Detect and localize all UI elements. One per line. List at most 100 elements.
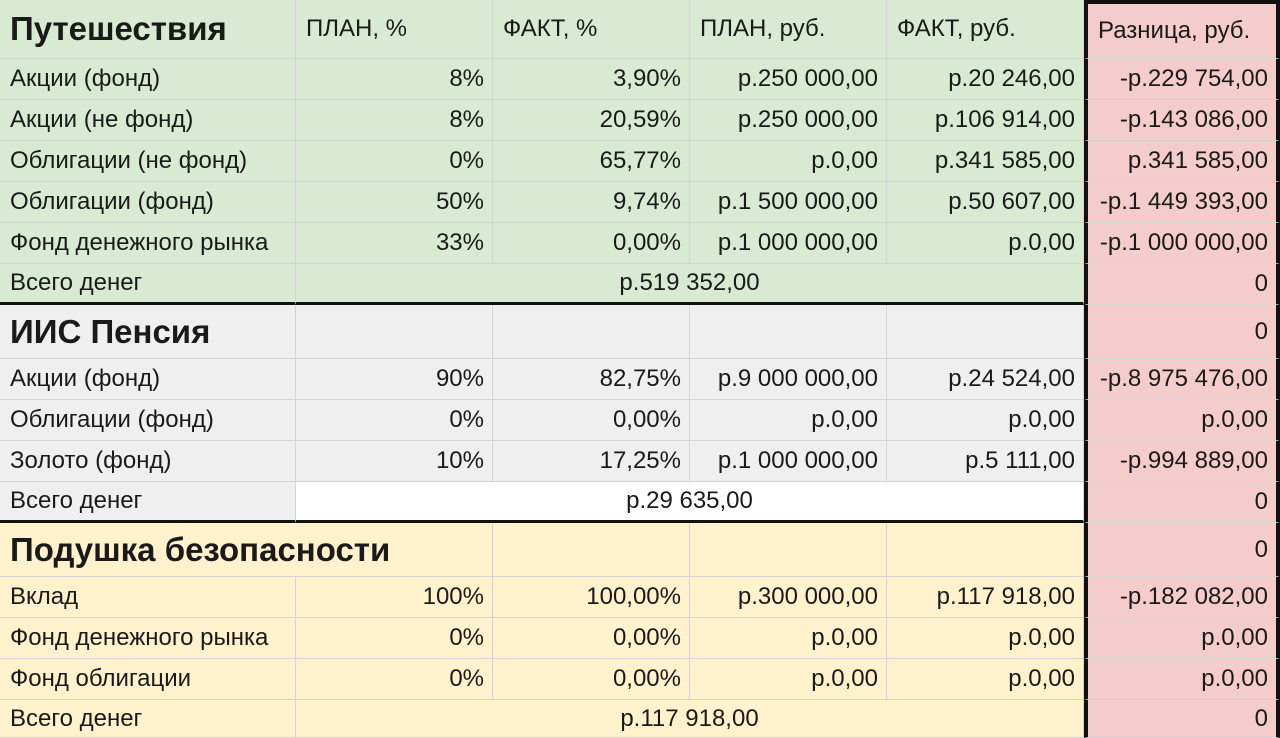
table-row: Облигации (фонд) 50% 9,74% р.1 500 000,0… [0,182,1280,223]
header-fact-pct[interactable]: ФАКТ, % [493,0,690,59]
empty-cell[interactable] [887,523,1084,577]
diff-rub-cell[interactable]: -р.1 000 000,00 [1084,223,1280,264]
plan-pct-cell[interactable]: 50% [296,182,493,223]
plan-pct-cell[interactable]: 100% [296,577,493,618]
fact-pct-cell[interactable]: 0,00% [493,400,690,441]
header-fact-rub[interactable]: ФАКТ, руб. [887,0,1084,59]
asset-name-cell[interactable]: Облигации (фонд) [0,400,296,441]
plan-rub-cell[interactable]: р.0,00 [690,618,887,659]
empty-cell[interactable] [296,305,493,359]
fact-pct-cell[interactable]: 65,77% [493,141,690,182]
diff-rub-cell[interactable]: 0 [1084,523,1280,577]
total-label-cell[interactable]: Всего денег [0,264,296,305]
asset-name-cell[interactable]: Акции (не фонд) [0,100,296,141]
table-row: Фонд облигации 0% 0,00% р.0,00 р.0,00 р.… [0,659,1280,700]
fact-rub-cell[interactable]: р.341 585,00 [887,141,1084,182]
diff-rub-cell[interactable]: р.341 585,00 [1084,141,1280,182]
fact-rub-cell[interactable]: р.24 524,00 [887,359,1084,400]
fact-rub-cell[interactable]: р.5 111,00 [887,441,1084,482]
asset-name-cell[interactable]: Золото (фонд) [0,441,296,482]
section-title[interactable]: Путешествия [0,0,296,59]
fact-pct-cell[interactable]: 0,00% [493,618,690,659]
total-row: Всего денег р.29 635,00 0 [0,482,1280,523]
empty-cell[interactable] [887,305,1084,359]
asset-name-cell[interactable]: Облигации (не фонд) [0,141,296,182]
plan-rub-cell[interactable]: р.9 000 000,00 [690,359,887,400]
fact-pct-cell[interactable]: 17,25% [493,441,690,482]
diff-rub-cell[interactable]: -р.1 449 393,00 [1084,182,1280,223]
empty-cell[interactable] [690,305,887,359]
plan-pct-cell[interactable]: 8% [296,59,493,100]
total-diff-cell[interactable]: 0 [1084,264,1280,305]
plan-pct-cell[interactable]: 8% [296,100,493,141]
fact-pct-cell[interactable]: 100,00% [493,577,690,618]
plan-pct-cell[interactable]: 0% [296,659,493,700]
diff-rub-cell[interactable]: -р.229 754,00 [1084,59,1280,100]
fact-rub-cell[interactable]: р.0,00 [887,659,1084,700]
fact-pct-cell[interactable]: 3,90% [493,59,690,100]
plan-rub-cell[interactable]: р.250 000,00 [690,59,887,100]
asset-name-cell[interactable]: Фонд денежного рынка [0,223,296,264]
plan-rub-cell[interactable]: р.1 000 000,00 [690,441,887,482]
plan-rub-cell[interactable]: р.0,00 [690,659,887,700]
diff-rub-cell[interactable]: р.0,00 [1084,618,1280,659]
diff-rub-cell[interactable]: 0 [1084,305,1280,359]
fact-pct-cell[interactable]: 82,75% [493,359,690,400]
asset-name-cell[interactable]: Акции (фонд) [0,359,296,400]
total-value-cell[interactable]: р.117 918,00 [296,700,1084,738]
asset-name-cell[interactable]: Вклад [0,577,296,618]
total-value-cell[interactable]: р.29 635,00 [296,482,1084,523]
total-row: Всего денег р.117 918,00 0 [0,700,1280,738]
header-plan-pct[interactable]: ПЛАН, % [296,0,493,59]
fact-pct-cell[interactable]: 20,59% [493,100,690,141]
fact-pct-cell[interactable]: 0,00% [493,223,690,264]
diff-rub-cell[interactable]: р.0,00 [1084,659,1280,700]
empty-cell[interactable] [493,523,690,577]
section-header-row: Путешествия ПЛАН, % ФАКТ, % ПЛАН, руб. Ф… [0,0,1280,59]
plan-rub-cell[interactable]: р.0,00 [690,141,887,182]
diff-rub-cell[interactable]: р.0,00 [1084,400,1280,441]
table-row: Вклад 100% 100,00% р.300 000,00 р.117 91… [0,577,1280,618]
fact-rub-cell[interactable]: р.50 607,00 [887,182,1084,223]
diff-rub-cell[interactable]: -р.994 889,00 [1084,441,1280,482]
asset-name-cell[interactable]: Облигации (фонд) [0,182,296,223]
plan-pct-cell[interactable]: 33% [296,223,493,264]
plan-pct-cell[interactable]: 0% [296,618,493,659]
total-diff-cell[interactable]: 0 [1084,482,1280,523]
diff-rub-cell[interactable]: -р.8 975 476,00 [1084,359,1280,400]
total-label-cell[interactable]: Всего денег [0,482,296,523]
plan-rub-cell[interactable]: р.1 500 000,00 [690,182,887,223]
fact-pct-cell[interactable]: 0,00% [493,659,690,700]
plan-rub-cell[interactable]: р.0,00 [690,400,887,441]
asset-name-cell[interactable]: Фонд облигации [0,659,296,700]
total-label-cell[interactable]: Всего денег [0,700,296,738]
section-title[interactable]: ИИС Пенсия [0,305,296,359]
table-row: Облигации (фонд) 0% 0,00% р.0,00 р.0,00 … [0,400,1280,441]
asset-name-cell[interactable]: Фонд денежного рынка [0,618,296,659]
empty-cell[interactable] [690,523,887,577]
fact-rub-cell[interactable]: р.106 914,00 [887,100,1084,141]
total-diff-cell[interactable]: 0 [1084,700,1280,738]
plan-pct-cell[interactable]: 0% [296,400,493,441]
total-value-cell[interactable]: р.519 352,00 [296,264,1084,305]
plan-pct-cell[interactable]: 10% [296,441,493,482]
plan-pct-cell[interactable]: 0% [296,141,493,182]
fact-rub-cell[interactable]: р.0,00 [887,618,1084,659]
plan-rub-cell[interactable]: р.300 000,00 [690,577,887,618]
header-diff-rub[interactable]: Разница, руб. [1084,0,1280,59]
fact-rub-cell[interactable]: р.0,00 [887,223,1084,264]
fact-rub-cell[interactable]: р.117 918,00 [887,577,1084,618]
diff-rub-cell[interactable]: -р.143 086,00 [1084,100,1280,141]
empty-cell[interactable] [493,305,690,359]
diff-rub-cell[interactable]: -р.182 082,00 [1084,577,1280,618]
section-title[interactable]: Подушка безопасности [0,523,493,577]
fact-rub-cell[interactable]: р.0,00 [887,400,1084,441]
asset-name-cell[interactable]: Акции (фонд) [0,59,296,100]
plan-rub-cell[interactable]: р.1 000 000,00 [690,223,887,264]
table-row: Фонд денежного рынка 33% 0,00% р.1 000 0… [0,223,1280,264]
fact-pct-cell[interactable]: 9,74% [493,182,690,223]
plan-rub-cell[interactable]: р.250 000,00 [690,100,887,141]
header-plan-rub[interactable]: ПЛАН, руб. [690,0,887,59]
fact-rub-cell[interactable]: р.20 246,00 [887,59,1084,100]
plan-pct-cell[interactable]: 90% [296,359,493,400]
